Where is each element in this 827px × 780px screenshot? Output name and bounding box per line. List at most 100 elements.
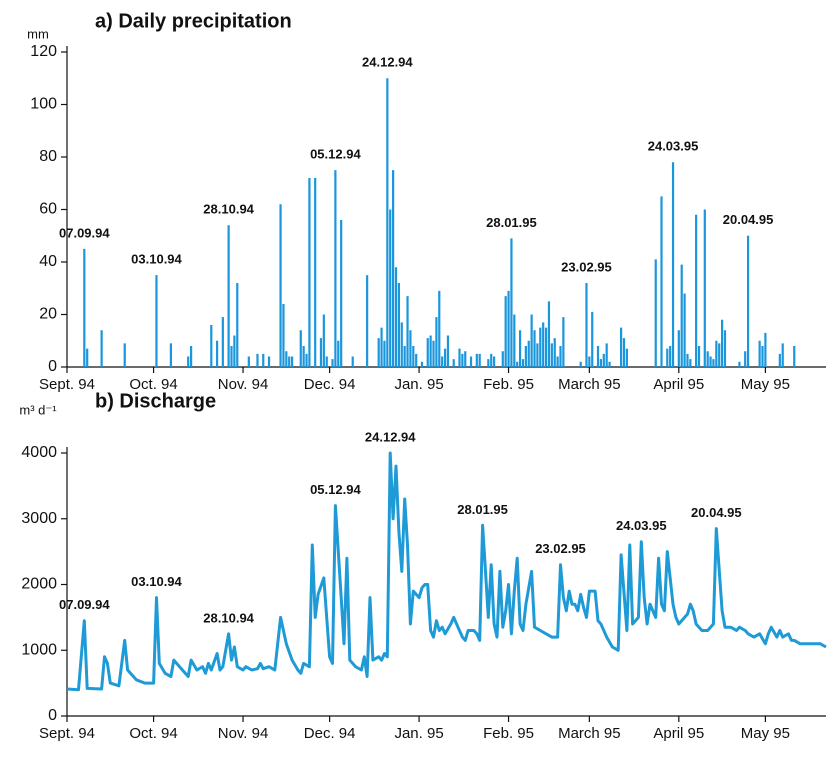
x-tick-label: Feb. 95 xyxy=(483,725,534,742)
chart-title: b) Discharge xyxy=(95,390,216,412)
annotation: 05.12.94 xyxy=(310,147,361,162)
y-axis-label: m³ d⁻¹ xyxy=(19,402,57,417)
bar xyxy=(712,359,715,367)
bar xyxy=(524,346,527,367)
bar xyxy=(337,340,340,367)
bar xyxy=(478,353,481,367)
y-tick-label: 100 xyxy=(30,96,57,113)
bar xyxy=(429,335,432,367)
annotation: 24.03.95 xyxy=(648,139,699,154)
bar xyxy=(689,359,692,367)
bar xyxy=(677,330,680,367)
y-tick-label: 40 xyxy=(39,253,57,270)
bar xyxy=(504,296,507,367)
bar xyxy=(435,317,438,367)
annotation: 07.09.94 xyxy=(59,225,110,240)
bar xyxy=(351,356,354,367)
x-tick-label: Oct. 94 xyxy=(129,376,177,393)
bar xyxy=(591,311,594,367)
bar xyxy=(322,314,325,367)
bar xyxy=(602,353,605,367)
bar xyxy=(123,343,126,367)
annotation: 03.10.94 xyxy=(131,252,182,267)
bar xyxy=(441,356,444,367)
bar xyxy=(683,293,686,367)
x-tick-label: May 95 xyxy=(741,725,790,742)
y-tick-label: 4000 xyxy=(21,444,57,461)
bar xyxy=(438,290,441,367)
x-tick-label: Nov. 94 xyxy=(218,725,269,742)
bar xyxy=(556,356,559,367)
x-tick-label: Nov. 94 xyxy=(218,376,269,393)
x-tick-label: Feb. 95 xyxy=(483,376,534,393)
bar xyxy=(227,225,230,367)
bar xyxy=(443,348,447,367)
bar xyxy=(550,343,553,367)
annotation: 20.04.95 xyxy=(691,505,742,520)
bar xyxy=(426,338,429,367)
y-tick-label: 80 xyxy=(39,148,57,165)
bar xyxy=(654,259,657,367)
bar xyxy=(403,346,406,367)
x-tick-label: Oct. 94 xyxy=(129,725,177,742)
bar xyxy=(415,353,418,367)
bar xyxy=(215,340,219,367)
bar xyxy=(452,359,455,367)
bar xyxy=(256,353,259,367)
annotation: 05.12.94 xyxy=(310,482,361,497)
bar xyxy=(721,319,724,367)
x-tick-label: Sept. 94 xyxy=(39,376,95,393)
y-tick-label: 0 xyxy=(48,358,57,375)
bar xyxy=(366,275,369,367)
bar xyxy=(380,327,383,367)
bar xyxy=(671,162,675,367)
bar xyxy=(518,330,522,367)
bar xyxy=(625,348,628,367)
bar xyxy=(490,353,493,367)
bar xyxy=(187,356,190,367)
bar xyxy=(542,322,545,367)
bar xyxy=(285,351,288,367)
bar xyxy=(553,338,556,367)
bar xyxy=(510,238,513,367)
x-tick-label: April 95 xyxy=(653,376,704,393)
annotation: 24.03.95 xyxy=(616,518,667,533)
bar xyxy=(487,359,490,367)
bar xyxy=(302,346,305,367)
bar xyxy=(660,196,663,367)
annotation: 28.01.95 xyxy=(486,215,537,230)
bar xyxy=(397,283,400,367)
bar xyxy=(530,314,533,367)
bar xyxy=(86,348,89,367)
bar xyxy=(288,356,291,367)
x-tick-label: April 95 xyxy=(653,725,704,742)
bar xyxy=(585,283,588,367)
bar xyxy=(703,209,706,367)
annotation: 03.10.94 xyxy=(131,574,182,589)
x-tick-label: Sept. 94 xyxy=(39,725,95,742)
bar xyxy=(383,340,386,367)
bar xyxy=(513,314,516,367)
bar xyxy=(412,346,415,367)
bar xyxy=(169,343,172,367)
bar xyxy=(680,264,683,367)
bar xyxy=(533,330,536,367)
bar xyxy=(608,361,611,367)
y-axis-label: mm xyxy=(27,26,49,41)
x-tick-label: March 95 xyxy=(558,725,621,742)
y-tick-label: 0 xyxy=(48,707,57,724)
bar xyxy=(319,338,323,367)
bar xyxy=(236,283,239,367)
bar xyxy=(536,343,539,367)
bar xyxy=(781,343,784,367)
bar xyxy=(619,327,623,367)
bar xyxy=(697,346,701,367)
bar xyxy=(501,351,504,367)
bar xyxy=(406,296,409,367)
bar xyxy=(527,340,530,367)
discharge-line xyxy=(66,451,827,692)
bar xyxy=(464,351,467,367)
x-tick-label: Dec. 94 xyxy=(304,376,356,393)
bar xyxy=(340,220,343,367)
bar xyxy=(432,340,435,367)
